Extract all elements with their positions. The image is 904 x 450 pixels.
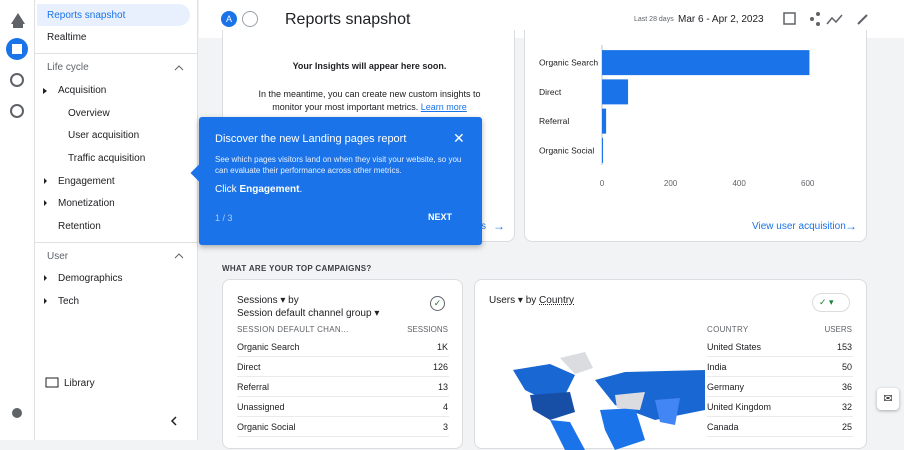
- row-label: United States: [707, 342, 762, 352]
- nav-item[interactable]: Retention: [58, 221, 101, 232]
- table-row-line: [707, 376, 853, 377]
- row-value: 3: [442, 422, 448, 432]
- table-row-line: [707, 436, 853, 437]
- learn-more[interactable]: Learn more: [420, 102, 467, 112]
- nav-item[interactable]: Traffic acquisition: [68, 153, 146, 164]
- tooltip-instruction: Click Engagement.: [215, 184, 302, 195]
- close-button[interactable]: ✕: [453, 130, 465, 146]
- row-label: Organic Search: [237, 342, 300, 352]
- insights-title: Your Insights will appear here soon.: [292, 61, 447, 71]
- nav-section[interactable]: User: [47, 251, 69, 262]
- table-row-line: [707, 416, 853, 417]
- sidebar-icons: [43, 65, 184, 426]
- table-row-line: [237, 376, 449, 377]
- column-header: SESSION DEFAULT CHAN...: [237, 325, 349, 334]
- date-label: Last 28 days: [634, 16, 674, 23]
- table-row-line: [707, 356, 853, 357]
- dimension[interactable]: Session default channel group ▾: [237, 308, 380, 319]
- country-card: Users ▾ by Country ✓ ▾ COUNTRY USERS Uni…: [474, 279, 867, 450]
- tooltip: Discover the new Landing pages report ✕ …: [190, 117, 482, 245]
- insights-body: In the meantime, you can create new cust…: [243, 88, 496, 114]
- nav-item[interactable]: Engagement: [58, 176, 115, 187]
- table-row-line: [237, 356, 449, 357]
- body-text: In the meantime, you can create new cust…: [258, 89, 481, 112]
- chart-card: View user acquisition →: [524, 30, 867, 242]
- status-menu[interactable]: ✓ ▾: [812, 293, 850, 312]
- metric[interactable]: Sessions: [237, 295, 278, 306]
- column-header: COUNTRY: [707, 325, 749, 334]
- row-label: India: [707, 362, 727, 372]
- arrow: →: [845, 219, 857, 233]
- dimension[interactable]: Country: [539, 295, 575, 306]
- row-value: 36: [841, 382, 852, 392]
- target: Engagement: [239, 184, 300, 195]
- card-heading: Users ▾ by Country: [489, 295, 575, 306]
- view-user-acquisition[interactable]: View user acquisition: [752, 221, 846, 232]
- header-icons: [783, 12, 868, 26]
- row-value: 1K: [436, 342, 448, 352]
- table-row-line: [237, 416, 449, 417]
- nav-item[interactable]: Monetization: [58, 198, 115, 209]
- row-value: 25: [841, 422, 852, 432]
- world-map: [513, 352, 705, 450]
- next-button[interactable]: NEXT: [428, 212, 453, 222]
- row-label: Unassigned: [237, 402, 285, 412]
- icon-rail: [0, 0, 35, 440]
- card-heading: Sessions ▾ by: [237, 295, 299, 306]
- nav-item[interactable]: Demographics: [58, 273, 123, 284]
- tooltip-title: Discover the new Landing pages report: [215, 133, 407, 145]
- click: Click: [215, 184, 237, 195]
- row-label: Canada: [707, 422, 739, 432]
- nav-section[interactable]: Life cycle: [47, 62, 89, 73]
- tooltip-body: See which pages visitors land on when th…: [215, 155, 462, 175]
- add-button[interactable]: [242, 11, 258, 27]
- page-title: Reports snapshot: [285, 11, 411, 28]
- column-header: USERS: [824, 325, 852, 334]
- row-value: 153: [836, 342, 852, 352]
- dimension-text: Session default channel group: [237, 308, 372, 319]
- nav-item[interactable]: Reports snapshot: [47, 10, 126, 21]
- nav-item[interactable]: Library: [64, 378, 95, 389]
- table-row-line: [707, 396, 853, 397]
- column-header: SESSIONS: [407, 325, 448, 334]
- selected-bg: [37, 4, 190, 26]
- nav-item[interactable]: User acquisition: [68, 130, 140, 141]
- by: by: [288, 295, 299, 306]
- by: by: [525, 295, 537, 306]
- row-value: 4: [442, 402, 448, 412]
- row-value: 32: [841, 402, 852, 412]
- avatar[interactable]: A: [221, 11, 237, 27]
- rail-icons: [6, 13, 28, 418]
- row-label: Referral: [237, 382, 270, 392]
- arrow: →: [493, 219, 505, 233]
- status-icon[interactable]: ✓: [430, 296, 445, 311]
- row-label: Germany: [707, 382, 745, 392]
- table-row-line: [237, 436, 449, 437]
- table-row-line: [237, 396, 449, 397]
- row-label: Direct: [237, 362, 261, 372]
- metric[interactable]: Users: [489, 295, 516, 306]
- view-link-fragment[interactable]: s: [481, 221, 486, 232]
- row-value: 13: [437, 382, 448, 392]
- section-title: WHAT ARE YOUR TOP CAMPAIGNS?: [222, 264, 372, 273]
- row-value: 50: [841, 362, 852, 372]
- nav-item[interactable]: Acquisition: [58, 85, 107, 96]
- step-indicator: 1 / 3: [215, 213, 233, 223]
- row-label: Organic Social: [237, 422, 296, 432]
- nav-item[interactable]: Overview: [68, 108, 110, 119]
- divider: [35, 242, 198, 243]
- divider: [35, 53, 198, 54]
- sidebar: Reports snapshot Realtime Life cycle Acq…: [35, 0, 198, 440]
- sessions-card: Sessions ▾ by Session default channel gr…: [222, 279, 463, 449]
- nav-item[interactable]: Realtime: [47, 32, 87, 43]
- row-value: 126: [432, 362, 448, 372]
- feedback-button[interactable]: ✉: [877, 388, 899, 410]
- row-label: United Kingdom: [707, 402, 772, 412]
- date-range[interactable]: Mar 6 - Apr 2, 2023: [678, 14, 764, 25]
- period: .: [299, 184, 303, 195]
- nav-item[interactable]: Tech: [58, 296, 80, 307]
